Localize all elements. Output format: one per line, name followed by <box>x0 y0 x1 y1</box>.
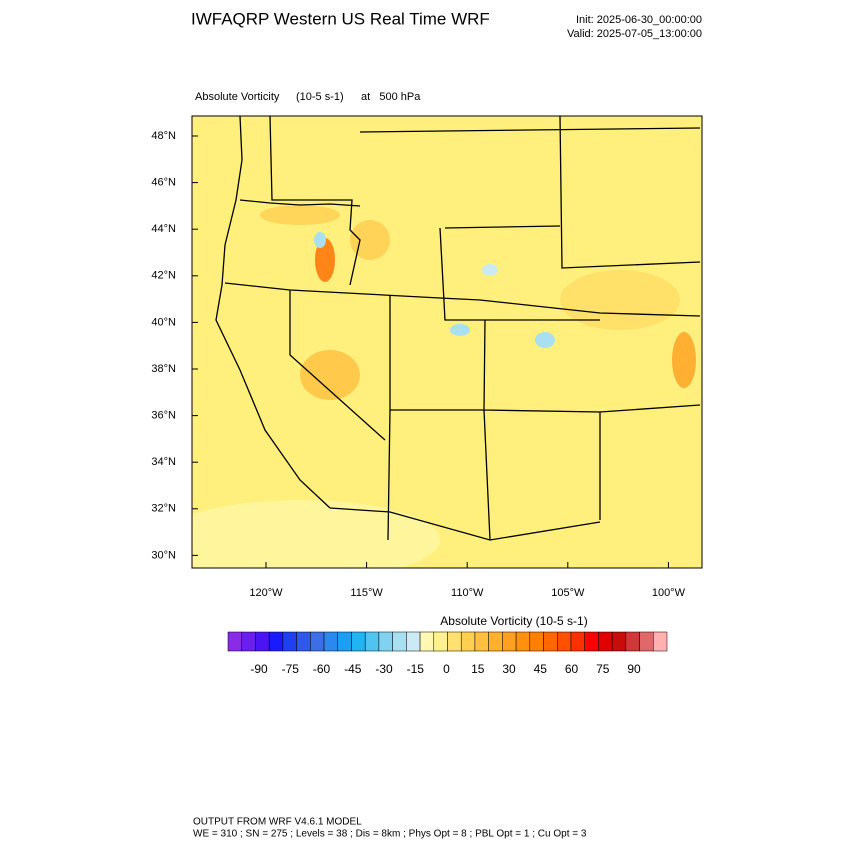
colorbar-title: Absolute Vorticity (10-5 s-1) <box>440 614 587 628</box>
colorbar-label: 90 <box>627 662 641 676</box>
colorbar-box <box>570 631 585 652</box>
colorbar-box <box>488 631 503 652</box>
lon-label: 110°W <box>451 587 484 599</box>
colorbar-box <box>282 631 297 652</box>
colorbar-box <box>515 631 531 652</box>
map <box>191 115 703 569</box>
colorbar-box <box>625 631 640 652</box>
colorbar-label: 60 <box>565 662 579 676</box>
colorbar-box <box>364 631 380 652</box>
lon-label: 120°W <box>249 587 283 599</box>
lat-label: 36°N <box>151 410 176 422</box>
colorbar-label: -15 <box>407 662 425 676</box>
init-time: Init: 2025-06-30_00:00:00 <box>576 14 702 26</box>
colorbar-box <box>611 631 627 652</box>
colorbar-label: 15 <box>471 662 485 676</box>
colorbar-box <box>392 631 407 652</box>
colorbar-box <box>337 631 352 652</box>
map-frame <box>191 115 703 569</box>
lat-label: 44°N <box>151 223 176 235</box>
colorbar-box <box>598 631 613 652</box>
colorbar-box <box>406 631 421 652</box>
colorbar-box <box>557 631 572 652</box>
colorbar-label: 75 <box>596 662 610 676</box>
lat-label: 38°N <box>151 363 176 375</box>
footer-settings: WE = 310 ; SN = 275 ; Levels = 38 ; Dis … <box>193 829 587 840</box>
colorbar-box <box>323 631 338 652</box>
colorbar-box <box>419 631 435 652</box>
boundaries <box>215 116 701 541</box>
colorbar-label: -45 <box>344 662 362 676</box>
colorbar-box <box>529 631 544 652</box>
colorbar-box <box>543 631 558 652</box>
colorbar-box <box>433 631 448 652</box>
lat-label: 32°N <box>151 503 176 515</box>
lat-label: 40°N <box>151 316 176 328</box>
colorbar-label: 45 <box>534 662 548 676</box>
colorbar-box <box>378 631 393 652</box>
lon-label: 100°W <box>652 587 686 599</box>
colorbar-box <box>584 631 599 652</box>
colorbar-box <box>351 631 366 652</box>
colorbar: -90 -75 -60 -45 -30 -15 0 15 30 45 60 75 90 <box>227 631 668 676</box>
colorbar-box <box>502 631 517 652</box>
lat-label: 46°N <box>151 177 176 189</box>
lon-label: 115°W <box>350 587 383 599</box>
colorbar-label: 0 <box>443 662 450 676</box>
field-units: (10-5 s-1) <box>296 91 344 103</box>
colorbar-box <box>460 631 476 652</box>
colorbar-box <box>241 631 256 652</box>
colorbar-label: -30 <box>375 662 393 676</box>
colorbar-box <box>227 631 242 652</box>
field-level: at 500 hPa <box>361 91 421 103</box>
map-background <box>192 116 702 568</box>
colorbar-label: -75 <box>282 662 300 676</box>
colorbar-label: -60 <box>313 662 331 676</box>
colorbar-box <box>296 631 311 652</box>
colorbar-box <box>653 631 668 652</box>
colorbar-box <box>255 631 270 652</box>
colorbar-label: -90 <box>250 662 268 676</box>
colorbar-box <box>474 631 489 652</box>
title: IWFAQRP Western US Real Time WRF <box>191 9 490 28</box>
lat-label: 34°N <box>151 456 176 468</box>
colorbar-box <box>268 631 284 652</box>
colorbar-label: 30 <box>502 662 516 676</box>
colorbar-box <box>447 631 462 652</box>
lat-label: 30°N <box>151 549 176 561</box>
lat-label: 42°N <box>151 270 176 282</box>
field-name: Absolute Vorticity <box>195 91 280 103</box>
colorbar-box <box>639 631 654 652</box>
lat-label: 48°N <box>151 130 176 142</box>
footer-model: OUTPUT FROM WRF V4.6.1 MODEL <box>193 817 362 828</box>
valid-time: Valid: 2025-07-05_13:00:00 <box>567 28 702 40</box>
colorbar-box <box>310 631 325 652</box>
field-shading <box>192 205 696 568</box>
lon-label: 105°W <box>551 587 585 599</box>
